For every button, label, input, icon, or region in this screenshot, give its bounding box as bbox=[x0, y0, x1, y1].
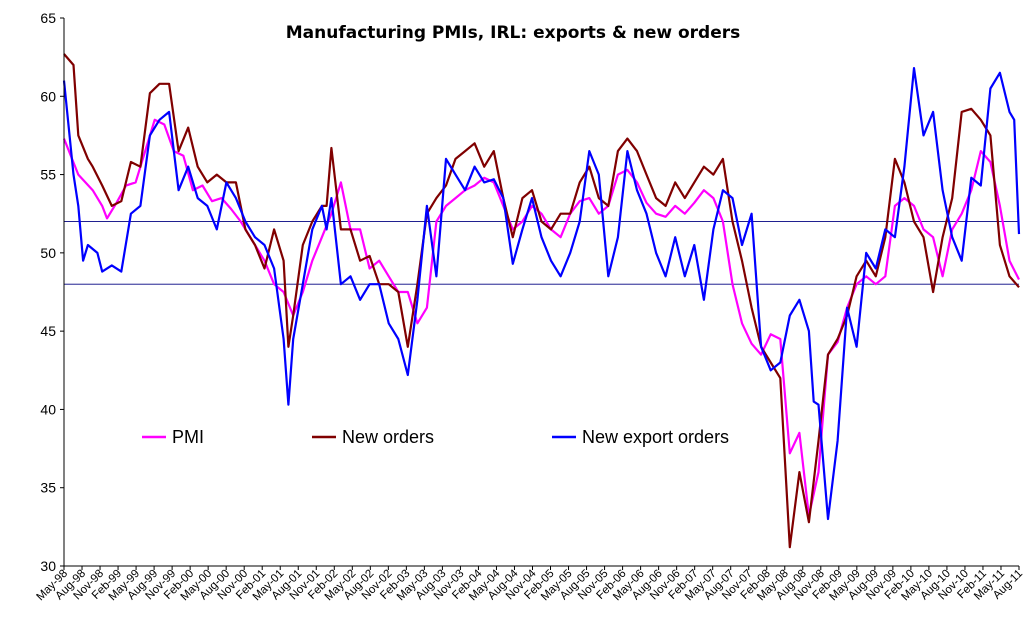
legend-label: New orders bbox=[342, 427, 434, 447]
series-line-new-orders bbox=[63, 53, 1020, 549]
series-line-new-export-orders bbox=[62, 66, 1021, 521]
legend-label: PMI bbox=[172, 427, 204, 447]
y-tick-label: 50 bbox=[40, 245, 56, 261]
series-line-pmi bbox=[62, 118, 1020, 518]
legend-label: New export orders bbox=[582, 427, 729, 447]
chart-title: Manufacturing PMIs, IRL: exports & new o… bbox=[286, 23, 740, 43]
y-tick-label: 40 bbox=[40, 401, 56, 417]
y-tick-label: 35 bbox=[40, 480, 56, 496]
y-tick-label: 60 bbox=[40, 88, 56, 104]
legend: PMI New orders New export orders bbox=[142, 427, 729, 447]
y-tick-label: 30 bbox=[40, 558, 56, 574]
y-tick-label: 65 bbox=[40, 10, 56, 26]
y-tick-label: 55 bbox=[40, 167, 56, 183]
plot-area bbox=[64, 18, 1019, 566]
y-tick-label: 45 bbox=[40, 323, 56, 339]
